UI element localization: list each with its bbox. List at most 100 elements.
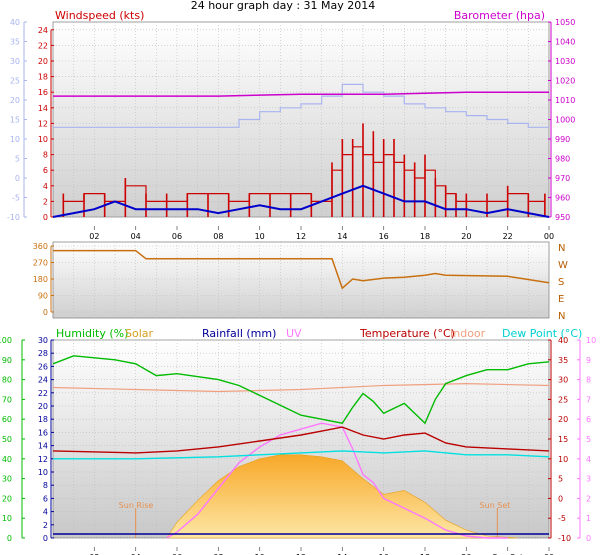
rain-axis-tick-label: 26 — [38, 362, 48, 371]
panel-humidity-temp: 0102030405060708090100 02468101214161820… — [0, 336, 596, 555]
temperature-axis-tick-label: 5 — [558, 475, 563, 484]
x-tick-label: 18 — [420, 232, 430, 241]
panel1-x-axis: 02 04 06 08 10 12 14 16 18 20 22 00 — [89, 226, 554, 241]
series-barometer — [53, 91, 549, 97]
uv-axis-tick-label: 10 — [586, 336, 596, 345]
series-dewpoint — [53, 450, 550, 460]
uv-axis-tick-label: 4 — [586, 455, 591, 464]
direction-axis-tick-label: 180 — [33, 275, 48, 284]
humidity-axis-tick-label: 90 — [2, 356, 12, 365]
legend-temperature: Temperature (°C) — [359, 327, 455, 340]
windspeed-axis-tick-label: 20 — [38, 57, 48, 66]
direction-axis-tick-label: 90 — [38, 292, 48, 301]
uv-axis-tick-label: 2 — [586, 494, 591, 503]
windspeed-axis-tick-label: 14 — [38, 104, 48, 113]
rain-axis-tick-label: 20 — [38, 402, 48, 411]
barometer-axis-tick-label: 1000 — [555, 116, 575, 125]
x-tick-label: 16 — [379, 553, 389, 555]
rain-axis-tick-label: 18 — [38, 415, 48, 424]
x-tick-label: 20 — [461, 553, 471, 555]
x-tick-label: 02 — [89, 553, 99, 555]
compass-label: N — [558, 243, 565, 254]
uv-axis-tick-label: 6 — [586, 415, 591, 424]
wind-outer-axis-tick-label: 40 — [10, 18, 20, 27]
sun-rise-label: Sun Rise — [119, 501, 154, 510]
humidity-axis-tick-label: 70 — [2, 395, 12, 404]
legend-rainfall: Rainfall (mm) — [202, 327, 276, 340]
x-tick-label: 04 — [131, 232, 141, 241]
series-wind-direction — [53, 249, 550, 290]
panel1-outer-axis: -10 -5 0 5 10 15 20 25 30 35 40 — [7, 18, 27, 222]
panel2-series — [53, 249, 550, 290]
humidity-axis-tick-label: 100 — [0, 336, 12, 345]
windspeed-axis-tick-label: 2 — [43, 197, 48, 206]
panel2-left-axis: 0 90 180 270 360 — [33, 242, 54, 317]
wind-outer-axis-tick-label: 25 — [10, 77, 20, 86]
barometer-axis-tick-label: 1040 — [555, 38, 575, 47]
series-windspeed-average — [52, 184, 550, 218]
windspeed-axis-tick-label: 6 — [43, 166, 48, 175]
uv-axis-tick-label: 7 — [586, 395, 591, 404]
panel2-background — [52, 241, 550, 319]
barometer-axis-label: Barometer (hpa) — [454, 9, 545, 22]
humidity-axis-tick-label: 0 — [7, 534, 12, 543]
x-tick-label: 08 — [213, 553, 223, 555]
wind-outer-axis-tick-label: 20 — [10, 96, 20, 105]
windspeed-axis-tick-label: 18 — [38, 73, 48, 82]
temperature-axis-tick-label: 40 — [558, 336, 568, 345]
series-wind-outer — [53, 83, 549, 128]
barometer-axis-tick-label: 990 — [555, 135, 570, 144]
x-tick-label: 22 — [503, 232, 513, 241]
rain-axis-tick-label: 8 — [43, 481, 48, 490]
wind-outer-axis-tick-label: -10 — [7, 213, 20, 222]
windspeed-axis-label: Windspeed (kts) — [55, 9, 144, 22]
compass-label: N — [558, 311, 565, 322]
compass-label: W — [558, 260, 568, 271]
barometer-axis-tick-label: 1020 — [555, 77, 575, 86]
windspeed-axis-tick-label: 0 — [43, 213, 48, 222]
rain-axis-tick-label: 16 — [38, 428, 48, 437]
rain-axis-tick-label: 6 — [43, 494, 48, 503]
panel3-uv-axis: 0 1 2 3 4 5 6 7 8 9 10 — [577, 336, 596, 543]
x-tick-label: 20 — [461, 232, 471, 241]
x-tick-label: 10 — [255, 553, 265, 555]
series-temperature — [52, 426, 550, 454]
x-tick-label: 00 — [544, 232, 554, 241]
panel3-humidity-axis: 0 10 20 30 40 50 60 70 80 90 100 — [0, 336, 25, 543]
panel2-grid — [53, 242, 549, 318]
legend-indoor: Indoor — [450, 327, 486, 340]
x-tick-label: 14 — [337, 553, 347, 555]
barometer-axis-tick-label: 1030 — [555, 57, 575, 66]
wind-outer-axis-tick-label: 15 — [10, 116, 20, 125]
uv-axis-tick-label: 0 — [586, 534, 591, 543]
humidity-axis-tick-label: 80 — [2, 376, 12, 385]
direction-axis-tick-label: 0 — [43, 308, 48, 317]
rain-axis-tick-label: 2 — [43, 521, 48, 530]
x-tick-label: 04 — [131, 553, 141, 555]
panel3-legend: Humidity (%) Solar Rainfall (mm) UV Temp… — [56, 327, 582, 340]
windspeed-axis-tick-label: 10 — [38, 135, 48, 144]
sun-set-label: Sun Set — [480, 501, 511, 510]
panel3-x-axis: 02 04 06 08 10 12 14 16 18 20 Sun Set 00 — [89, 547, 554, 555]
humidity-axis-tick-label: 20 — [2, 494, 12, 503]
rain-axis-tick-label: 24 — [38, 376, 48, 385]
humidity-axis-tick-label: 30 — [2, 475, 12, 484]
x-tick-label: 14 — [337, 232, 347, 241]
panel1-right-axis: 950 960 970 980 990 1000 1010 1020 1030 1040 1050 — [548, 18, 575, 222]
series-uv — [166, 422, 508, 539]
barometer-axis-tick-label: 950 — [555, 213, 570, 222]
uv-axis-tick-label: 8 — [586, 376, 591, 385]
direction-axis-tick-label: 360 — [33, 242, 48, 251]
windspeed-axis-tick-label: 8 — [43, 151, 48, 160]
x-tick-label: 12 — [296, 232, 306, 241]
wind-outer-axis-tick-label: 5 — [15, 155, 20, 164]
barometer-axis-tick-label: 1050 — [555, 18, 575, 27]
temperature-axis-tick-label: 10 — [558, 455, 568, 464]
series-windspeed — [63, 146, 545, 202]
rain-axis-tick-label: 14 — [38, 442, 48, 451]
legend-dewpoint: Dew Point (°C) — [502, 327, 582, 340]
humidity-axis-tick-label: 10 — [2, 514, 12, 523]
